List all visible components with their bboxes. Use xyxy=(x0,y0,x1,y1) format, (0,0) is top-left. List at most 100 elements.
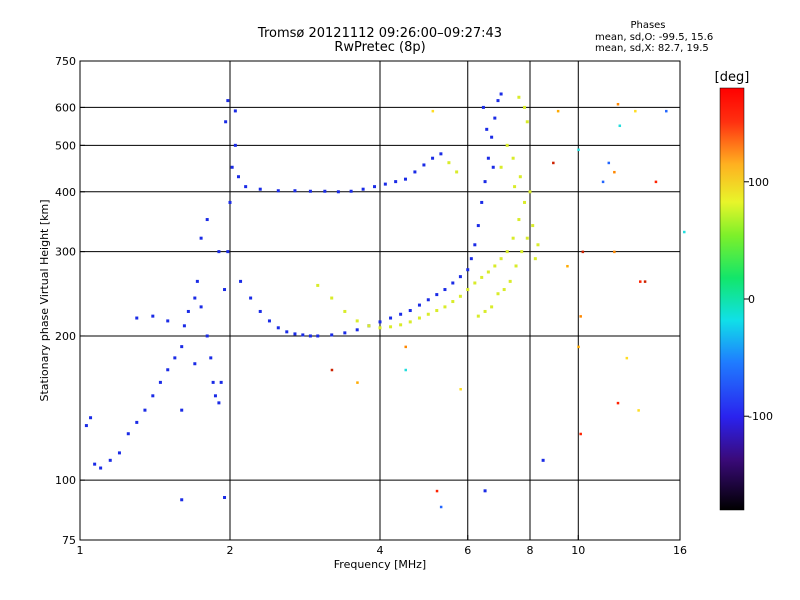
data-point-x xyxy=(514,264,518,268)
data-point-o xyxy=(99,466,103,470)
data-point-x xyxy=(496,292,500,296)
data-point-x xyxy=(473,281,477,285)
data-point-x xyxy=(499,165,503,169)
data-point-o xyxy=(217,401,221,405)
data-point-x xyxy=(316,283,320,287)
data-point-o xyxy=(258,309,262,313)
data-point-x xyxy=(367,324,371,328)
data-point-x xyxy=(525,236,529,240)
data-point-o xyxy=(301,333,305,337)
axis-ticks: 1 2 4 6 8 10 16 75 100 200 300 400 500 600 750 xyxy=(55,55,687,557)
data-point-o xyxy=(228,200,232,204)
data-point-o xyxy=(499,92,503,96)
data-point-o xyxy=(417,303,421,307)
data-point-outlier xyxy=(601,180,605,184)
data-point-x xyxy=(520,250,524,254)
y-tick-label: 75 xyxy=(62,534,76,547)
data-point-o xyxy=(205,334,209,338)
data-point-o xyxy=(213,394,217,398)
data-point-outlier xyxy=(356,381,359,384)
data-point-o xyxy=(223,495,227,499)
data-point-o xyxy=(466,268,470,272)
data-point-o xyxy=(493,116,497,120)
data-point-o xyxy=(485,127,489,131)
data-point-o xyxy=(205,218,209,222)
data-point-x xyxy=(505,250,509,254)
data-point-o xyxy=(230,165,234,169)
x-tick-label: 8 xyxy=(527,544,534,557)
data-point-x xyxy=(499,257,503,261)
data-point-x xyxy=(525,120,529,124)
data-point-o xyxy=(223,288,227,292)
data-point-o xyxy=(316,334,320,338)
colorbar-tick-label: 0 xyxy=(748,293,755,306)
data-point-outlier xyxy=(566,264,569,268)
data-point-outlier xyxy=(435,489,439,493)
data-point-o xyxy=(244,185,248,189)
data-point-outlier xyxy=(579,432,582,436)
data-point-o xyxy=(276,326,280,330)
data-point-o xyxy=(480,200,484,204)
data-point-o xyxy=(151,394,155,398)
data-point-x xyxy=(343,309,347,313)
data-point-o xyxy=(349,189,353,193)
data-point-o xyxy=(93,462,97,466)
data-point-o xyxy=(224,120,228,124)
data-point-outlier xyxy=(404,345,407,349)
data-point-o xyxy=(373,185,377,189)
data-point-o xyxy=(490,135,494,139)
data-point-x xyxy=(417,316,421,320)
data-point-outlier xyxy=(625,356,629,360)
data-point-x xyxy=(502,288,506,292)
data-point-x xyxy=(517,95,521,99)
y-tick-label: 750 xyxy=(55,55,76,68)
data-point-o xyxy=(422,163,426,167)
data-point-o xyxy=(226,250,230,254)
data-point-x xyxy=(513,185,517,189)
data-point-outlier xyxy=(607,161,611,165)
data-point-x xyxy=(451,300,455,304)
data-point-x xyxy=(505,143,509,147)
data-point-outlier xyxy=(654,180,658,184)
data-point-o xyxy=(293,332,297,336)
data-point-x xyxy=(455,170,459,174)
data-point-o xyxy=(186,309,190,313)
x-tick-label: 1 xyxy=(77,544,84,557)
data-point-o xyxy=(343,331,347,335)
x-tick-label: 2 xyxy=(227,544,234,557)
data-point-o xyxy=(389,316,393,320)
data-point-x xyxy=(408,320,412,324)
data-point-x xyxy=(426,312,430,316)
data-point-outlier xyxy=(637,409,640,412)
data-point-o xyxy=(182,324,186,328)
data-point-o xyxy=(89,416,93,420)
colorbar-tick-label: 100 xyxy=(748,176,769,189)
data-point-x xyxy=(528,190,532,194)
data-point-x xyxy=(399,323,403,327)
colorbar-label: [deg] xyxy=(715,70,750,85)
data-point-outlier xyxy=(556,109,560,113)
data-point-o xyxy=(117,451,121,455)
data-point-o xyxy=(443,288,447,292)
data-point-x xyxy=(480,275,484,279)
data-point-o xyxy=(239,279,243,283)
data-point-x xyxy=(443,305,447,309)
data-point-o xyxy=(541,458,545,462)
grid-lines xyxy=(80,61,680,540)
data-point-x xyxy=(523,200,527,204)
data-point-x xyxy=(490,305,494,309)
data-point-o xyxy=(84,424,88,428)
data-point-x xyxy=(355,319,359,323)
data-point-outlier xyxy=(634,109,637,113)
data-point-x xyxy=(486,270,490,274)
data-point-o xyxy=(180,408,184,412)
data-point-o xyxy=(496,99,500,103)
data-point-o xyxy=(336,190,340,194)
data-point-outlier xyxy=(431,109,435,113)
data-point-o xyxy=(143,408,147,412)
data-point-o xyxy=(469,257,473,261)
data-point-o xyxy=(439,152,443,156)
phases-o-stats: mean, sd,O: -99.5, 15.6 xyxy=(595,32,714,43)
